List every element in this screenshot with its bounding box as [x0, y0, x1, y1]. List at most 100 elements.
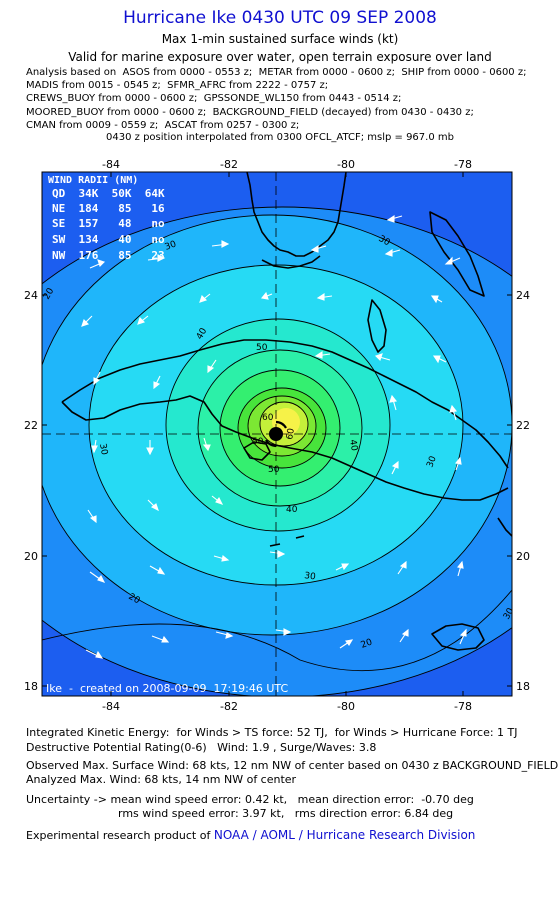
- hrd-link[interactable]: NOAA / AOML / Hurricane Research Divisio…: [213, 828, 476, 842]
- analysis-line: CMAN from 0009 - 0559 z; ASCAT from 0257…: [26, 119, 300, 131]
- contour-label: 50: [256, 343, 268, 353]
- validity-note: Valid for marine exposure over water, op…: [68, 50, 492, 64]
- wind-vector: [81, 315, 93, 327]
- destructive-potential-line: Destructive Potential Rating(0-6) Wind: …: [26, 741, 377, 754]
- wind-radii-title: WIND RADII (NM): [48, 175, 138, 186]
- observed-max-line: Observed Max. Surface Wind: 68 kts, 12 n…: [26, 759, 559, 772]
- contour-label: 60: [262, 413, 274, 423]
- cuba-south-coast: [61, 395, 509, 501]
- contour-label: 20: [360, 637, 374, 650]
- lat-tick-left: 18: [24, 680, 38, 693]
- lon-tick-bottom: -84: [102, 700, 120, 710]
- wind-vector: [399, 628, 409, 643]
- wind-vector: [93, 371, 101, 386]
- jamaica-coast: [431, 623, 485, 651]
- lon-tick-bottom: -80: [337, 700, 355, 710]
- wind-vector: [147, 254, 166, 262]
- wind-vector: [260, 291, 273, 300]
- wind-vector: [85, 649, 104, 659]
- bahamas-islands: [429, 211, 485, 297]
- contour-line: [42, 206, 512, 696]
- lat-tick-left: 22: [24, 419, 38, 432]
- uncertainty-rms-line: rms wind speed error: 3.97 kt, rms direc…: [118, 807, 454, 820]
- map-frame: [41, 171, 513, 697]
- contour-line: [42, 214, 512, 636]
- florida-keys: [261, 255, 321, 269]
- analysis-line: CREWS_BUOY from 0000 - 0600 z; GPSSONDE_…: [26, 93, 402, 105]
- contour-line: [197, 349, 363, 507]
- wind-vector: [89, 571, 106, 583]
- wind-vector: [202, 437, 211, 452]
- credit-line: Experimental research product of NOAA / …: [26, 828, 475, 842]
- cuba-north-coast: [61, 339, 509, 469]
- contour-label: 40: [286, 505, 298, 515]
- contour-label: 60: [285, 427, 297, 440]
- wind-radii-row: SE 157 48 no: [52, 217, 165, 230]
- wind-vector: [213, 555, 230, 562]
- wind-vector: [87, 509, 97, 524]
- wind-vector: [146, 440, 154, 456]
- storm-center-icon: [265, 420, 287, 448]
- wind-vector: [314, 350, 331, 359]
- florida-coast: [246, 172, 347, 257]
- wind-vector: [391, 460, 399, 475]
- lon-tick-top: -80: [337, 158, 355, 171]
- wind-vector: [89, 259, 106, 269]
- wind-vector: [153, 375, 161, 390]
- analysis-line: Analysis based on ASOS from 0000 - 0553 …: [26, 67, 527, 78]
- wind-vector: [149, 565, 166, 575]
- wind-radii-row: SW 134 40 no: [52, 233, 165, 246]
- lat-tick-left: 24: [24, 289, 38, 302]
- contour-line: [42, 589, 512, 672]
- wind-vector: [269, 550, 286, 558]
- wind-vector: [335, 563, 350, 571]
- contour-line: [237, 387, 327, 469]
- lon-tick-bottom: -82: [220, 700, 238, 710]
- lat-tick-right: 18: [516, 680, 530, 693]
- wind-vector: [310, 244, 327, 253]
- wind-vector: [199, 293, 211, 303]
- lon-tick-top: -84: [102, 158, 120, 171]
- wind-vector: [459, 628, 467, 645]
- position-note: 0430 z position interpolated from 0300 O…: [106, 132, 454, 143]
- contour-label: 30: [97, 443, 109, 456]
- contour-label: 50: [268, 465, 280, 475]
- wind-vector: [275, 628, 292, 636]
- contour-label: 40: [347, 439, 359, 452]
- wind-vector: [151, 635, 170, 643]
- contour-line: [247, 395, 317, 457]
- wind-vector: [386, 214, 403, 223]
- hispaniola-coast: [497, 517, 512, 537]
- lat-tick-right: 22: [516, 419, 530, 432]
- wind-vector: [397, 560, 407, 575]
- lat-tick-right: 20: [516, 550, 530, 563]
- wind-vector: [91, 439, 98, 454]
- contour-line: [165, 318, 391, 532]
- wind-vector: [449, 404, 458, 421]
- isle-of-youth: [243, 441, 271, 461]
- wind-radii-row: NW 176 85 23: [52, 249, 165, 262]
- ike-line: Integrated Kinetic Energy: for Winds > T…: [26, 726, 518, 739]
- wind-vector: [432, 355, 447, 364]
- lon-tick-bottom: -78: [454, 700, 472, 710]
- wind-vector: [457, 560, 464, 577]
- wind-vector: [316, 292, 333, 301]
- wind-vector: [455, 456, 462, 471]
- contour-label: 30: [425, 455, 438, 469]
- wind-vector: [374, 353, 391, 362]
- analysis-line: MOORED_BUOY from 0000 - 0600 z; BACKGROU…: [26, 106, 474, 118]
- wind-vector: [211, 495, 224, 505]
- lat-tick-right: 24: [516, 289, 530, 302]
- contour-line: [219, 369, 341, 487]
- bahamas-andros: [367, 299, 387, 353]
- wind-field-map: 30 30 30 30 30 40 40 40 50 50 60 60 20 2…: [0, 150, 560, 710]
- wind-radii-table: WIND RADII (NM) QD 34K 50K 64K NE 184 85…: [48, 175, 165, 262]
- analyzed-max-line: Analyzed Max. Wind: 68 kts, 14 nm NW of …: [26, 773, 297, 786]
- analysis-sources: Analysis based on ASOS from 0000 - 0553 …: [26, 66, 560, 132]
- contour-label: 30: [502, 606, 517, 621]
- contour-label: 30: [164, 239, 178, 252]
- created-credit: Ike - created on 2008-09-09 17:19:46 UTC: [46, 682, 288, 695]
- wind-vector: [137, 315, 149, 325]
- lon-tick-top: -82: [220, 158, 238, 171]
- wind-vector: [444, 256, 461, 265]
